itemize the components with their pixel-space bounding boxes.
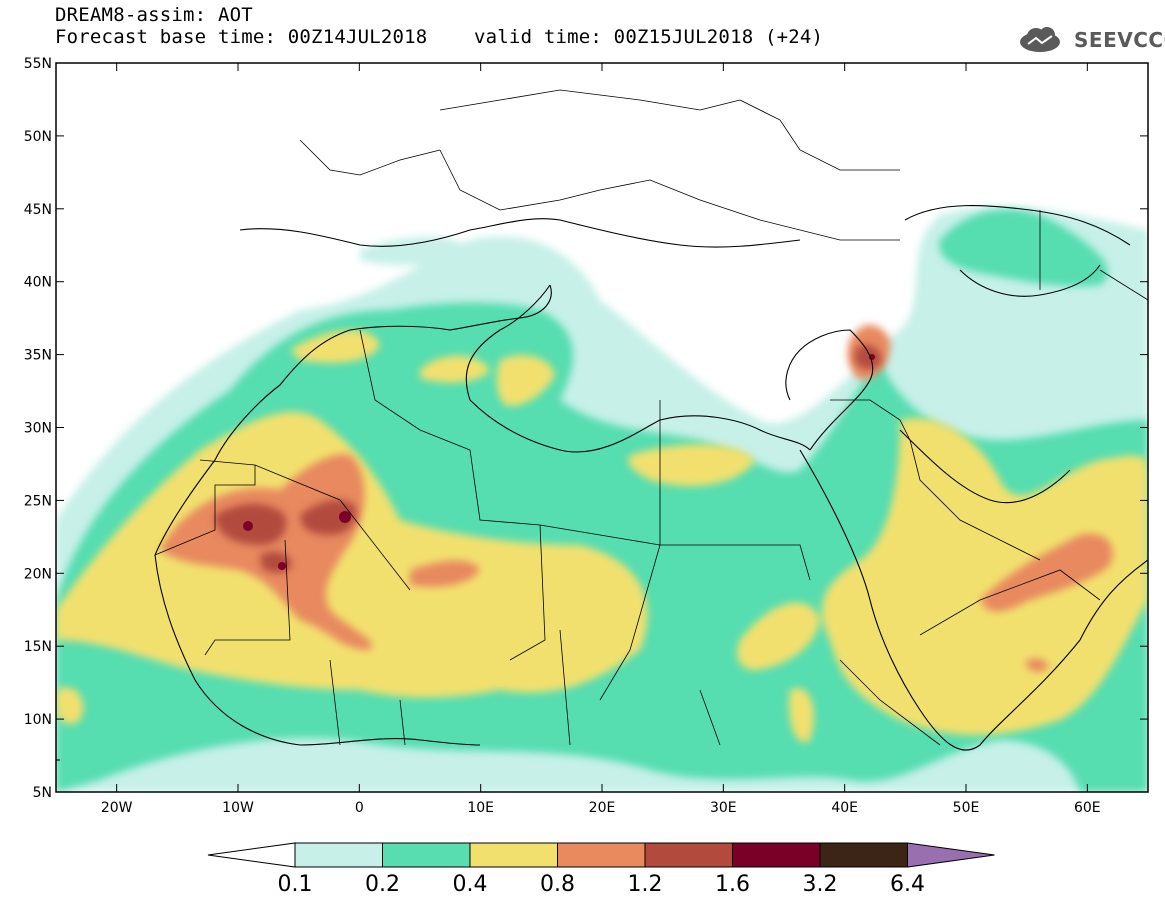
country-borders	[154, 89, 1148, 746]
longitude-labels: 20W 10W 0 10E 20E 30E 40E 50E 60E	[101, 800, 1101, 816]
valid-time: valid time: 00Z15JUL2018 (+24)	[474, 26, 824, 48]
lon-label: 20E	[589, 800, 616, 816]
forecast-time-line: Forecast base time: 00Z14JUL2018 valid t…	[55, 26, 823, 48]
lat-label: 5N	[33, 785, 52, 801]
map-title: DREAM8-assim: AOT	[55, 4, 253, 26]
coastlines	[56, 205, 1148, 761]
cloud-icon	[1020, 27, 1060, 52]
logo-text: SEEVCCC	[1074, 28, 1165, 52]
aot-field	[56, 63, 1148, 792]
base-time: Forecast base time: 00Z14JUL2018	[55, 26, 428, 48]
axis-ticks	[56, 62, 1148, 793]
lat-label: 10N	[24, 712, 52, 728]
seevccc-logo	[1020, 27, 1060, 52]
lat-label: 30N	[24, 421, 52, 437]
lon-label: 50E	[953, 800, 980, 816]
lat-label: 50N	[24, 129, 52, 145]
aot-band-0-8	[160, 325, 1113, 672]
lon-label: 10W	[222, 800, 254, 816]
lon-label: 0	[355, 800, 364, 816]
lat-label: 40N	[24, 275, 52, 291]
lat-label: 35N	[24, 348, 52, 364]
lat-label: 15N	[24, 639, 52, 655]
lon-label: 60E	[1074, 800, 1101, 816]
lat-label: 20N	[24, 566, 52, 582]
lon-label: 40E	[831, 800, 858, 816]
lon-label: 20W	[101, 800, 133, 816]
lon-label: 30E	[710, 800, 737, 816]
lat-label: 45N	[24, 202, 52, 218]
lat-label: 25N	[24, 493, 52, 509]
lat-label: 55N	[24, 56, 52, 72]
latitude-labels: 55N 50N 45N 40N 35N 30N 25N 20N 15N 10N 5N	[24, 56, 52, 801]
lon-label: 10E	[467, 800, 494, 816]
